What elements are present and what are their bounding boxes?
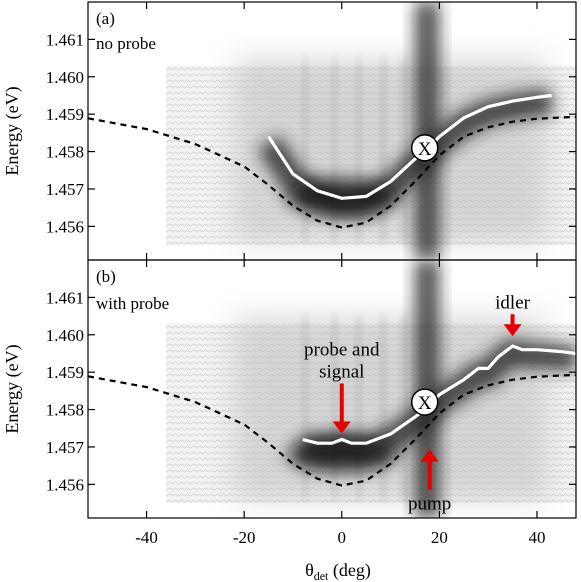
panel-b: 1.456 1.457 1.458 1.459 1.460 1.461 -40 -20 0 20… xyxy=(2,259,577,582)
x-tick-label: -40 xyxy=(135,528,158,547)
bare-dispersion-dashed-line xyxy=(88,115,576,229)
annotation-arrow-head xyxy=(503,324,522,337)
curves-b xyxy=(88,344,576,487)
x-axis-title-unit: (deg) xyxy=(328,560,370,581)
x-ticks-a xyxy=(145,2,538,260)
y-tick-label: 1.456 xyxy=(46,217,84,236)
emission-bright-spot xyxy=(286,436,397,473)
x-axis-title-sub: det xyxy=(314,569,329,582)
intensity-map-a xyxy=(166,2,576,260)
x-axis-title-main: θ xyxy=(305,560,314,580)
x-tick-label: 0 xyxy=(338,528,347,547)
x-tick-label: 40 xyxy=(528,528,545,547)
vertical-streak xyxy=(400,316,406,500)
y-tick-label: 1.456 xyxy=(46,475,84,494)
y-tick-label: 1.460 xyxy=(46,68,84,87)
annotation-arrow-head xyxy=(332,421,351,434)
x-tick-label: 20 xyxy=(431,528,448,547)
y-tick-label: 1.458 xyxy=(46,401,84,420)
panel-note-b: with probe xyxy=(96,294,169,313)
measured-dispersion-white-line xyxy=(302,344,576,445)
y-tick-label: 1.458 xyxy=(46,143,84,162)
crossing-marker-label: X xyxy=(418,393,432,414)
crossing-marker-label: X xyxy=(418,139,432,160)
panel-label-b: (b) xyxy=(96,267,116,286)
bare-dispersion-dashed-line xyxy=(88,373,576,487)
vertical-streak xyxy=(302,316,308,500)
vertical-streak xyxy=(332,58,337,242)
x-axis-b: -40 -20 0 20 40 xyxy=(135,260,545,547)
plot-frame-b xyxy=(87,259,577,519)
gray-haze xyxy=(234,316,547,500)
y-tick-label: 1.457 xyxy=(46,438,85,457)
markers-b: X xyxy=(410,388,439,416)
emission-bright-spot xyxy=(286,178,397,215)
annotation-arrow-head xyxy=(420,449,439,462)
y-tick-label: 1.459 xyxy=(46,105,84,124)
x-tick-label: -20 xyxy=(233,528,256,547)
vertical-streak xyxy=(302,58,308,242)
y-axis-title-b: Energy (eV) xyxy=(2,344,23,433)
x-axis-title: θdet (deg) xyxy=(305,560,371,582)
y-tick-label: 1.457 xyxy=(46,180,85,199)
panel-a: 1.456 1.457 1.458 1.459 1.460 1.461 (a) no pr… xyxy=(2,1,577,261)
markers-a: X xyxy=(410,134,439,162)
vertical-streak xyxy=(332,316,337,500)
annotation-label: pump xyxy=(408,493,451,514)
vertical-streak xyxy=(356,316,362,500)
y-tick-label: 1.460 xyxy=(46,326,84,345)
annotation-label: signal xyxy=(319,361,364,382)
panel-label-a: (a) xyxy=(96,9,115,28)
annotation-label: probe and xyxy=(304,339,380,360)
annotation-label: idler xyxy=(495,292,530,313)
y-tick-label: 1.461 xyxy=(46,288,84,307)
intensity-map-b xyxy=(166,260,576,518)
y-axis-title-a: Energy (eV) xyxy=(2,86,23,175)
vertical-streak xyxy=(400,58,406,242)
panel-note-a: no probe xyxy=(96,34,156,53)
vertical-streak xyxy=(380,58,386,242)
vertical-streak xyxy=(380,316,386,500)
y-axis-a: 1.456 1.457 1.458 1.459 1.460 1.461 xyxy=(46,30,576,236)
crossing-marker xyxy=(410,388,439,416)
crossing-marker xyxy=(410,134,439,162)
y-axis-b: 1.456 1.457 1.458 1.459 1.460 1.461 xyxy=(46,288,576,494)
y-tick-label: 1.461 xyxy=(46,30,84,49)
y-tick-label: 1.459 xyxy=(46,363,84,382)
vertical-streak xyxy=(356,58,362,242)
